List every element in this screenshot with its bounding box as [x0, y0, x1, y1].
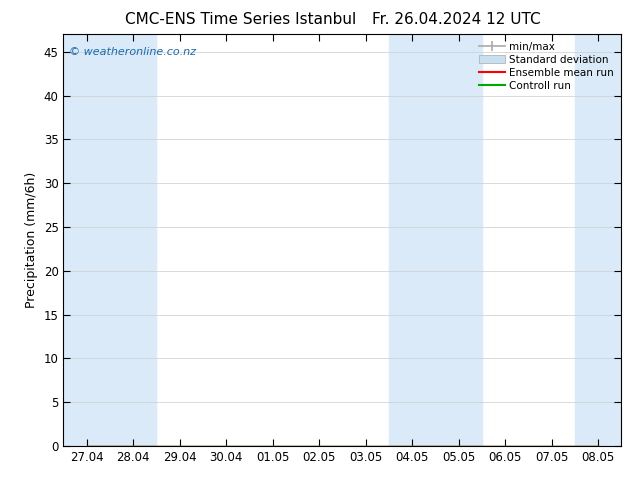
Bar — [110, 34, 157, 446]
Bar — [389, 34, 436, 446]
Y-axis label: Precipitation (mm/6h): Precipitation (mm/6h) — [25, 172, 38, 308]
Text: © weatheronline.co.nz: © weatheronline.co.nz — [69, 47, 196, 57]
Bar — [63, 34, 110, 446]
Bar — [436, 34, 482, 446]
Bar — [575, 34, 621, 446]
Text: CMC-ENS Time Series Istanbul: CMC-ENS Time Series Istanbul — [126, 12, 356, 27]
Legend: min/max, Standard deviation, Ensemble mean run, Controll run: min/max, Standard deviation, Ensemble me… — [477, 40, 616, 93]
Text: Fr. 26.04.2024 12 UTC: Fr. 26.04.2024 12 UTC — [372, 12, 541, 27]
